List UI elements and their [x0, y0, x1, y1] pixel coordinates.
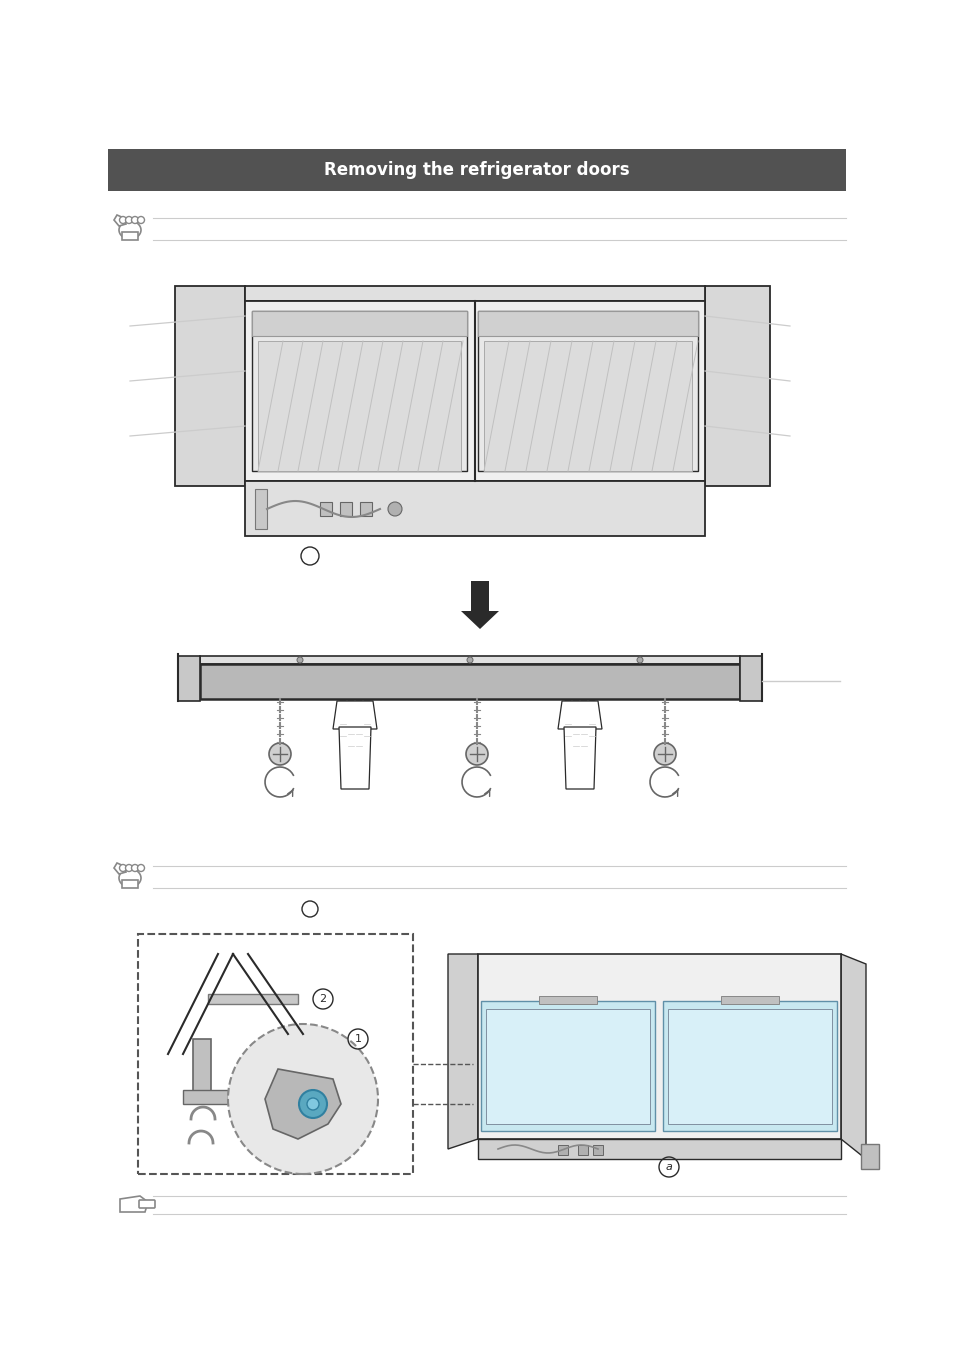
- Circle shape: [388, 503, 401, 516]
- Bar: [538, 996, 597, 1004]
- Bar: [558, 1146, 567, 1155]
- Bar: [178, 657, 200, 701]
- Bar: [667, 1009, 831, 1124]
- Polygon shape: [564, 701, 571, 751]
- Polygon shape: [580, 701, 586, 761]
- Circle shape: [126, 216, 132, 223]
- Circle shape: [269, 743, 291, 765]
- Bar: [359, 503, 372, 516]
- Polygon shape: [265, 1069, 340, 1139]
- Bar: [122, 232, 138, 240]
- Circle shape: [137, 865, 144, 871]
- Bar: [245, 481, 704, 536]
- Bar: [245, 286, 704, 301]
- Text: Removing the refrigerator doors: Removing the refrigerator doors: [324, 161, 629, 178]
- Polygon shape: [563, 727, 596, 789]
- Circle shape: [132, 216, 138, 223]
- Circle shape: [467, 657, 473, 663]
- Polygon shape: [355, 701, 361, 761]
- Bar: [720, 996, 779, 1004]
- Polygon shape: [348, 701, 354, 761]
- Bar: [740, 657, 761, 701]
- Bar: [861, 1144, 878, 1169]
- Bar: [477, 311, 698, 471]
- Ellipse shape: [119, 222, 141, 239]
- Polygon shape: [448, 954, 477, 1148]
- Bar: [578, 1146, 587, 1155]
- Bar: [254, 489, 267, 530]
- Bar: [245, 301, 704, 481]
- Bar: [252, 311, 467, 471]
- Bar: [477, 311, 698, 336]
- Bar: [200, 657, 740, 663]
- Circle shape: [228, 1024, 377, 1174]
- Ellipse shape: [119, 869, 141, 888]
- Circle shape: [307, 1098, 318, 1111]
- Circle shape: [137, 216, 144, 223]
- Bar: [257, 340, 460, 471]
- Circle shape: [132, 865, 138, 871]
- Bar: [183, 1090, 228, 1104]
- Polygon shape: [120, 1196, 148, 1212]
- Circle shape: [296, 657, 303, 663]
- Bar: [252, 311, 467, 336]
- Circle shape: [637, 657, 642, 663]
- Bar: [108, 149, 845, 190]
- Polygon shape: [704, 286, 769, 486]
- Bar: [593, 1146, 602, 1155]
- Text: 2: 2: [319, 994, 326, 1004]
- Text: a: a: [665, 1162, 672, 1173]
- Bar: [480, 1001, 655, 1131]
- Polygon shape: [338, 727, 371, 789]
- Bar: [138, 934, 413, 1174]
- Bar: [483, 340, 691, 471]
- Circle shape: [465, 743, 488, 765]
- Circle shape: [298, 1090, 327, 1119]
- FancyBboxPatch shape: [139, 1200, 154, 1208]
- Polygon shape: [333, 701, 376, 730]
- Circle shape: [119, 865, 127, 871]
- Bar: [485, 1009, 649, 1124]
- Polygon shape: [573, 701, 578, 761]
- Bar: [477, 954, 841, 1139]
- Polygon shape: [339, 701, 346, 751]
- Bar: [662, 1001, 836, 1131]
- Polygon shape: [558, 701, 601, 730]
- Polygon shape: [364, 701, 370, 751]
- Bar: [319, 503, 332, 516]
- Polygon shape: [588, 701, 595, 751]
- Polygon shape: [174, 286, 245, 486]
- Bar: [477, 1139, 841, 1159]
- Circle shape: [654, 743, 676, 765]
- Polygon shape: [113, 215, 126, 226]
- Bar: [339, 503, 352, 516]
- FancyArrow shape: [460, 581, 498, 630]
- Polygon shape: [113, 863, 126, 874]
- Polygon shape: [841, 954, 865, 1159]
- Text: 1: 1: [355, 1034, 361, 1044]
- Bar: [193, 1039, 211, 1094]
- Circle shape: [126, 865, 132, 871]
- Bar: [122, 880, 138, 888]
- Bar: [200, 663, 740, 698]
- Bar: [208, 994, 297, 1004]
- Circle shape: [119, 216, 127, 223]
